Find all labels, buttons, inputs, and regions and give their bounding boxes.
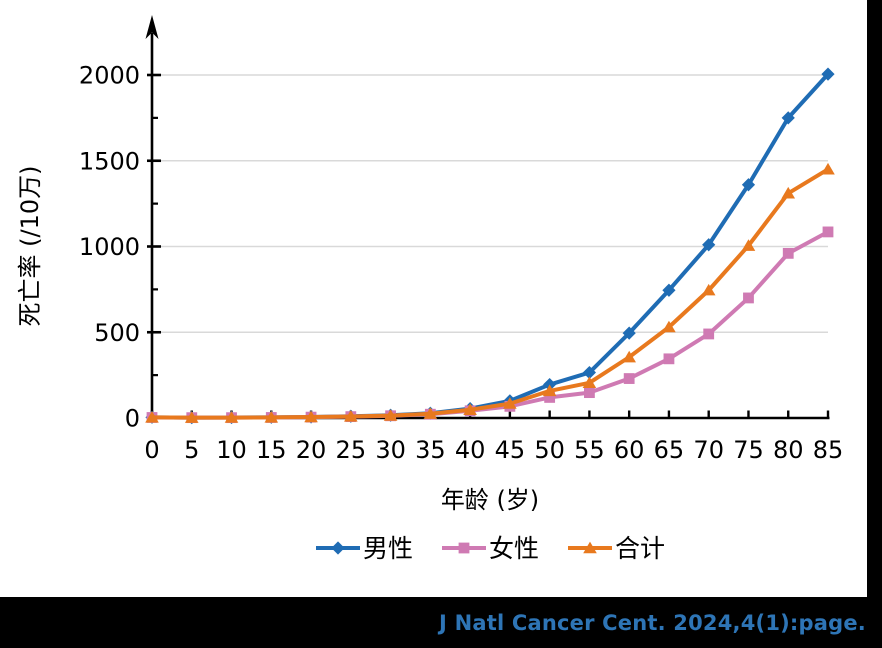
data-point-合计-0 (145, 410, 159, 423)
legend-item-男性: 男性 (315, 536, 413, 561)
citation-bar: J Natl Cancer Cent. 2024,4(1):page. (0, 597, 882, 648)
x-tick-label-0: 0 (144, 436, 159, 464)
journal-citation: J Natl Cancer Cent. 2024,4(1):page. (439, 610, 866, 635)
legend-label: 男性 (362, 533, 413, 563)
data-point-合计-60 (622, 350, 636, 363)
y-tick-label-2000: 2000 (79, 62, 140, 90)
x-tick-label-85: 85 (813, 436, 844, 464)
y-axis-arrow-icon (145, 15, 159, 39)
data-point-女性-85 (822, 226, 834, 238)
x-tick-label-10: 10 (216, 436, 247, 464)
chart-legend: 男性 女性 合计 (152, 533, 828, 563)
x-tick-label-45: 45 (495, 436, 526, 464)
data-point-合计-5 (184, 411, 199, 423)
right-black-border (867, 0, 882, 648)
y-tick-label-500: 500 (94, 319, 140, 347)
data-point-合计-70 (701, 283, 716, 296)
x-tick-label-15: 15 (256, 436, 287, 464)
data-point-合计-55 (582, 376, 597, 389)
legend-label: 合计 (615, 533, 666, 563)
data-point-女性-75 (743, 292, 754, 304)
data-point-女性-70 (703, 328, 715, 340)
series-女性 (146, 226, 834, 424)
x-axis-title: 年龄 (岁) (441, 486, 539, 514)
data-point-合计-35 (423, 407, 438, 419)
data-point-男性-80 (781, 111, 795, 125)
legend-marker-合计 (583, 541, 597, 554)
data-point-男性-70 (702, 238, 716, 252)
data-point-女性-55 (584, 387, 595, 399)
series-合计 (145, 162, 835, 423)
x-tick-label-65: 65 (654, 436, 685, 464)
data-point-男性-55 (582, 365, 597, 380)
data-point-男性-65 (662, 283, 676, 297)
x-tick-label-70: 70 (693, 436, 724, 464)
data-point-合计-10 (224, 411, 239, 423)
legend-item-女性: 女性 (441, 536, 539, 561)
data-point-男性-85 (821, 67, 835, 81)
data-point-合计-15 (264, 410, 279, 423)
legend-marker-男性 (331, 541, 345, 555)
data-point-合计-75 (741, 239, 756, 251)
data-point-女性-65 (663, 353, 675, 365)
x-tick-label-5: 5 (184, 436, 199, 464)
x-tick-label-30: 30 (375, 436, 406, 464)
data-point-女性-60 (623, 373, 635, 384)
legend-triangle-icon (568, 541, 612, 554)
x-tick-label-55: 55 (574, 436, 605, 464)
x-tick-label-40: 40 (455, 436, 486, 464)
x-tick-label-25: 25 (336, 436, 367, 464)
x-tick-label-50: 50 (534, 436, 565, 464)
data-point-合计-25 (344, 410, 358, 422)
y-tick-label-1500: 1500 (79, 147, 140, 175)
data-point-合计-50 (542, 384, 557, 397)
data-point-男性-60 (622, 326, 636, 340)
x-tick-label-60: 60 (614, 436, 645, 464)
legend-square-icon (441, 542, 486, 554)
y-axis-title: 死亡率 (/10万) (16, 166, 44, 327)
x-tick-label-75: 75 (733, 436, 764, 464)
y-tick-label-1000: 1000 (79, 233, 140, 261)
data-point-男性-75 (741, 178, 756, 192)
data-point-女性-80 (782, 247, 794, 259)
data-point-女性-50 (544, 392, 556, 403)
legend-diamond-icon (315, 541, 360, 555)
x-tick-label-20: 20 (296, 436, 327, 464)
data-point-合计-40 (463, 403, 477, 415)
data-point-合计-80 (781, 186, 796, 199)
x-tick-label-80: 80 (773, 436, 804, 464)
data-point-合计-45 (503, 397, 517, 409)
series-line-合计 (151, 167, 830, 420)
data-point-合计-20 (304, 410, 318, 423)
data-point-合计-85 (821, 162, 835, 175)
data-point-合计-65 (662, 320, 676, 333)
series-line-女性 (151, 230, 829, 420)
legend-label: 女性 (488, 533, 539, 563)
legend-item-合计: 合计 (567, 536, 665, 561)
legend-marker-女性 (458, 542, 470, 554)
x-tick-label-35: 35 (415, 436, 446, 464)
y-tick-label-0: 0 (125, 405, 140, 433)
data-point-合计-30 (383, 409, 398, 421)
